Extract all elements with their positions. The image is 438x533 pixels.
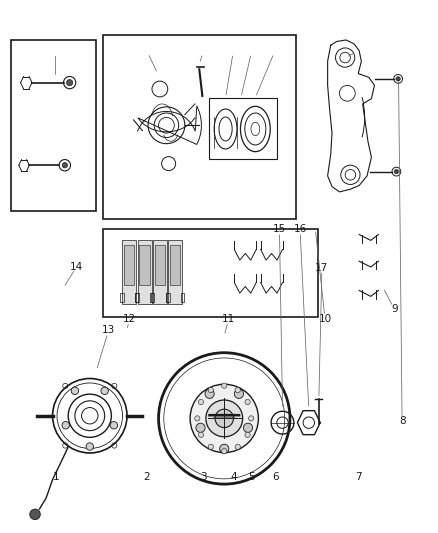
Text: 17: 17 — [315, 263, 328, 272]
Circle shape — [396, 77, 400, 81]
Text: 5: 5 — [248, 472, 255, 482]
Bar — [209, 98, 277, 159]
Circle shape — [245, 432, 250, 438]
Circle shape — [235, 387, 240, 393]
Circle shape — [101, 387, 108, 394]
Text: 4: 4 — [230, 472, 237, 482]
Circle shape — [196, 423, 205, 432]
Text: 1: 1 — [52, 472, 59, 482]
Text: 7: 7 — [355, 472, 362, 482]
Bar — [139, 245, 150, 285]
Circle shape — [249, 416, 254, 421]
Circle shape — [222, 449, 227, 454]
Text: 2: 2 — [143, 472, 150, 482]
Circle shape — [67, 79, 73, 86]
Bar — [150, 293, 154, 302]
Circle shape — [198, 432, 204, 438]
Text: 6: 6 — [272, 472, 279, 482]
Circle shape — [190, 384, 258, 453]
Bar — [151, 293, 154, 302]
Bar — [103, 229, 318, 317]
Text: 3: 3 — [200, 472, 207, 482]
Bar — [155, 245, 165, 285]
Bar — [168, 240, 182, 304]
Circle shape — [245, 399, 250, 405]
Circle shape — [215, 409, 233, 427]
Circle shape — [62, 163, 67, 168]
Circle shape — [235, 444, 240, 449]
Bar — [138, 240, 152, 304]
Text: 10: 10 — [318, 314, 332, 324]
Bar — [135, 293, 138, 302]
Bar — [166, 293, 169, 302]
Circle shape — [86, 443, 93, 450]
Text: 8: 8 — [399, 416, 406, 426]
Circle shape — [244, 423, 253, 432]
Circle shape — [208, 444, 213, 449]
Bar — [170, 245, 180, 285]
Text: 16: 16 — [293, 224, 307, 234]
Circle shape — [208, 387, 213, 393]
Text: 11: 11 — [222, 314, 235, 324]
Bar — [11, 40, 96, 211]
Text: 14: 14 — [70, 262, 83, 271]
Circle shape — [195, 416, 200, 421]
Circle shape — [30, 509, 40, 520]
Text: 15: 15 — [273, 224, 286, 234]
Circle shape — [394, 169, 399, 174]
Bar — [181, 293, 184, 302]
Circle shape — [222, 383, 227, 388]
Bar — [103, 35, 296, 219]
Circle shape — [110, 422, 117, 429]
Circle shape — [62, 422, 70, 429]
Text: 12: 12 — [123, 314, 136, 324]
Circle shape — [234, 389, 244, 399]
Text: 9: 9 — [391, 304, 398, 314]
Circle shape — [205, 389, 214, 399]
Bar — [120, 293, 124, 302]
Bar — [122, 240, 136, 304]
Text: 13: 13 — [102, 326, 115, 335]
Circle shape — [198, 399, 204, 405]
Bar — [135, 293, 139, 302]
Circle shape — [206, 400, 243, 437]
Bar — [153, 240, 167, 304]
Bar — [166, 293, 170, 302]
Bar — [124, 245, 134, 285]
Circle shape — [219, 444, 229, 454]
Circle shape — [71, 387, 79, 394]
